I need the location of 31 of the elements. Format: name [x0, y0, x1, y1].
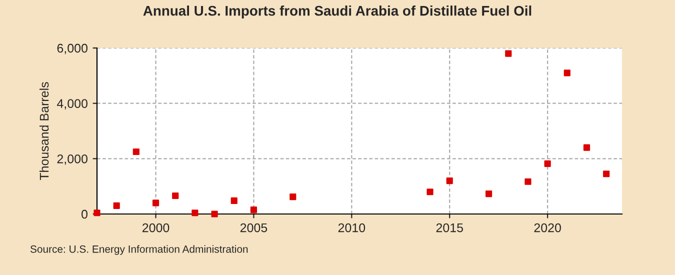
- x-tick-label: 2010: [338, 223, 366, 232]
- point: [94, 210, 100, 216]
- chart-title: Annual U.S. Imports from Saudi Arabia of Distillate Fuel Oil: [143, 6, 532, 18]
- point: [152, 200, 160, 206]
- x-tick-label: 2005: [240, 223, 268, 232]
- x-tick-label: 2015: [436, 223, 463, 232]
- point: [544, 160, 551, 167]
- point: [564, 70, 570, 76]
- source-note: Source: U.S. Energy Information Administration: [30, 245, 248, 255]
- x-tick-label: 2020: [534, 223, 561, 232]
- point: [583, 144, 590, 151]
- point: [132, 148, 140, 156]
- point: [230, 197, 238, 204]
- y-tick-label: 6,000: [57, 44, 88, 54]
- point: [446, 178, 453, 184]
- point: [192, 210, 198, 216]
- point: [603, 170, 610, 178]
- y-tick-label: 4,000: [56, 99, 88, 110]
- point: [113, 202, 120, 209]
- y-tick-label: 0: [82, 210, 88, 219]
- point: [505, 50, 512, 57]
- point: [211, 210, 218, 218]
- point: [172, 192, 179, 200]
- point: [290, 194, 296, 200]
- point: [426, 188, 434, 196]
- y-axis-title: Thousand Barrels: [39, 82, 49, 180]
- y-tick-label: 2,000: [57, 154, 88, 165]
- point: [486, 190, 492, 198]
- x-tick-label: 2000: [142, 223, 170, 232]
- point: [250, 206, 258, 214]
- point: [524, 178, 532, 185]
